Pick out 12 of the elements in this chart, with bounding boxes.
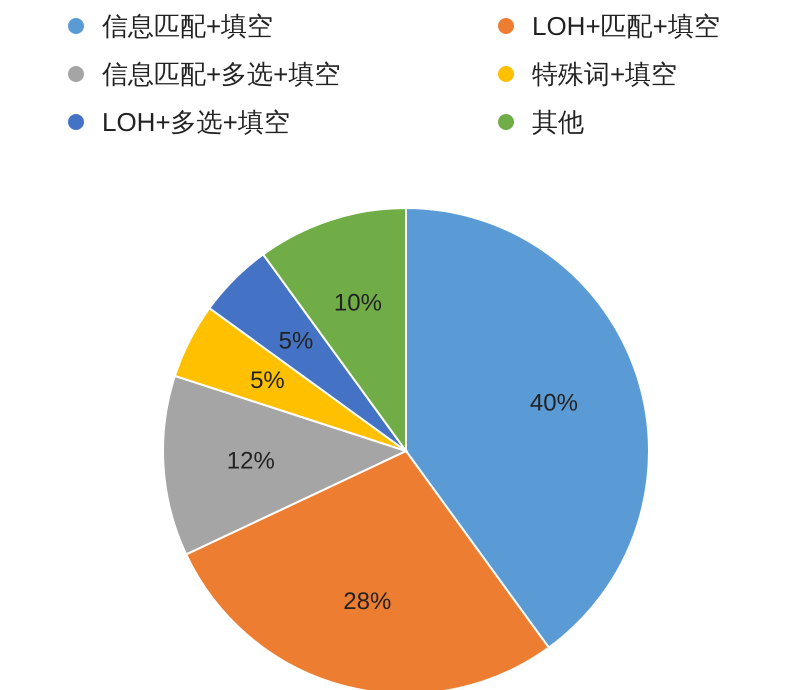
legend-label: 信息匹配+填空	[102, 10, 274, 42]
data-label: 10%	[334, 290, 382, 317]
legend-label: LOH+匹配+填空	[532, 10, 720, 42]
legend-label: 信息匹配+多选+填空	[102, 58, 340, 90]
data-label: 5%	[278, 328, 314, 355]
data-label: 5%	[250, 366, 285, 394]
data-label: 12%	[226, 447, 275, 474]
data-label: 28%	[343, 588, 392, 616]
legend-label: 其他	[532, 106, 584, 138]
data-label: 40%	[530, 389, 578, 416]
legend-label: LOH+多选+填空	[102, 106, 290, 138]
legend-label: 特殊词+填空	[532, 58, 678, 90]
